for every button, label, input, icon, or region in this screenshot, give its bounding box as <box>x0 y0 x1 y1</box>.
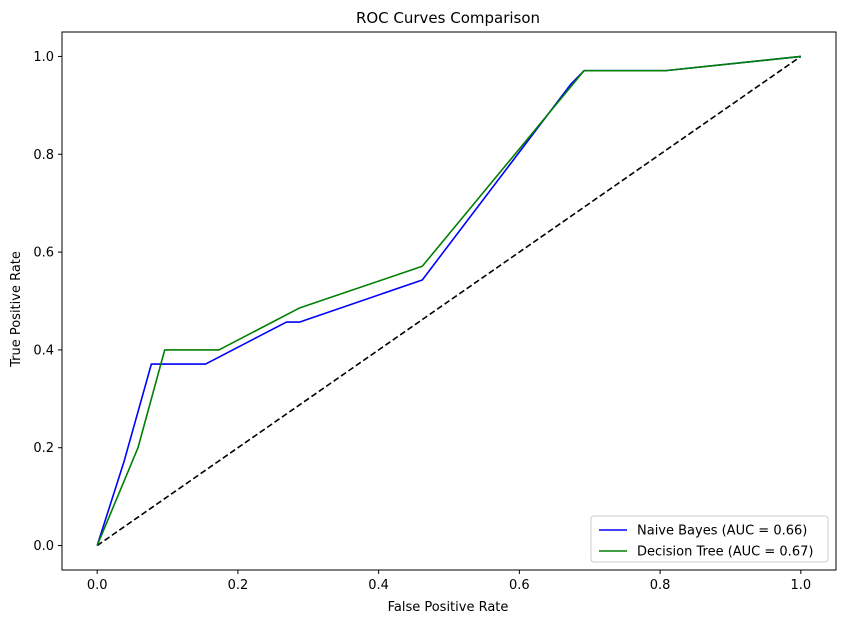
y-axis-ticks: 0.0 0.2 0.4 0.6 0.8 1.0 <box>33 50 62 554</box>
legend-entry: Decision Tree (AUC = 0.67) <box>637 545 813 560</box>
x-axis-ticks: 0.0 0.2 0.4 0.6 0.8 1.0 <box>87 570 811 593</box>
y-tick-label: 0.4 <box>33 343 54 358</box>
y-tick-label: 1.0 <box>33 50 54 65</box>
x-tick-label: 1.0 <box>790 578 811 593</box>
x-tick-label: 0.8 <box>650 578 671 593</box>
y-tick-label: 0.2 <box>33 441 54 456</box>
x-tick-label: 0.4 <box>368 578 389 593</box>
x-tick-label: 0.0 <box>87 578 108 593</box>
x-tick-label: 0.6 <box>509 578 530 593</box>
y-axis-label: True Positive Rate <box>9 251 24 368</box>
y-tick-label: 0.6 <box>33 246 54 261</box>
legend: Naive Bayes (AUC = 0.66) Decision Tree (A… <box>590 515 829 563</box>
chart-title: ROC Curves Comparison <box>356 9 540 27</box>
y-tick-label: 0.0 <box>33 539 54 554</box>
series-line-1 <box>96 55 801 546</box>
legend-entry: Naive Bayes (AUC = 0.66) <box>637 524 807 539</box>
plot-lines <box>96 55 802 547</box>
y-tick-label: 0.8 <box>33 148 54 163</box>
reference-diagonal-line <box>96 55 802 547</box>
x-axis-label: False Positive Rate <box>388 600 509 615</box>
x-tick-label: 0.2 <box>228 578 249 593</box>
plot-frame <box>61 31 837 571</box>
legend-box <box>590 515 829 563</box>
